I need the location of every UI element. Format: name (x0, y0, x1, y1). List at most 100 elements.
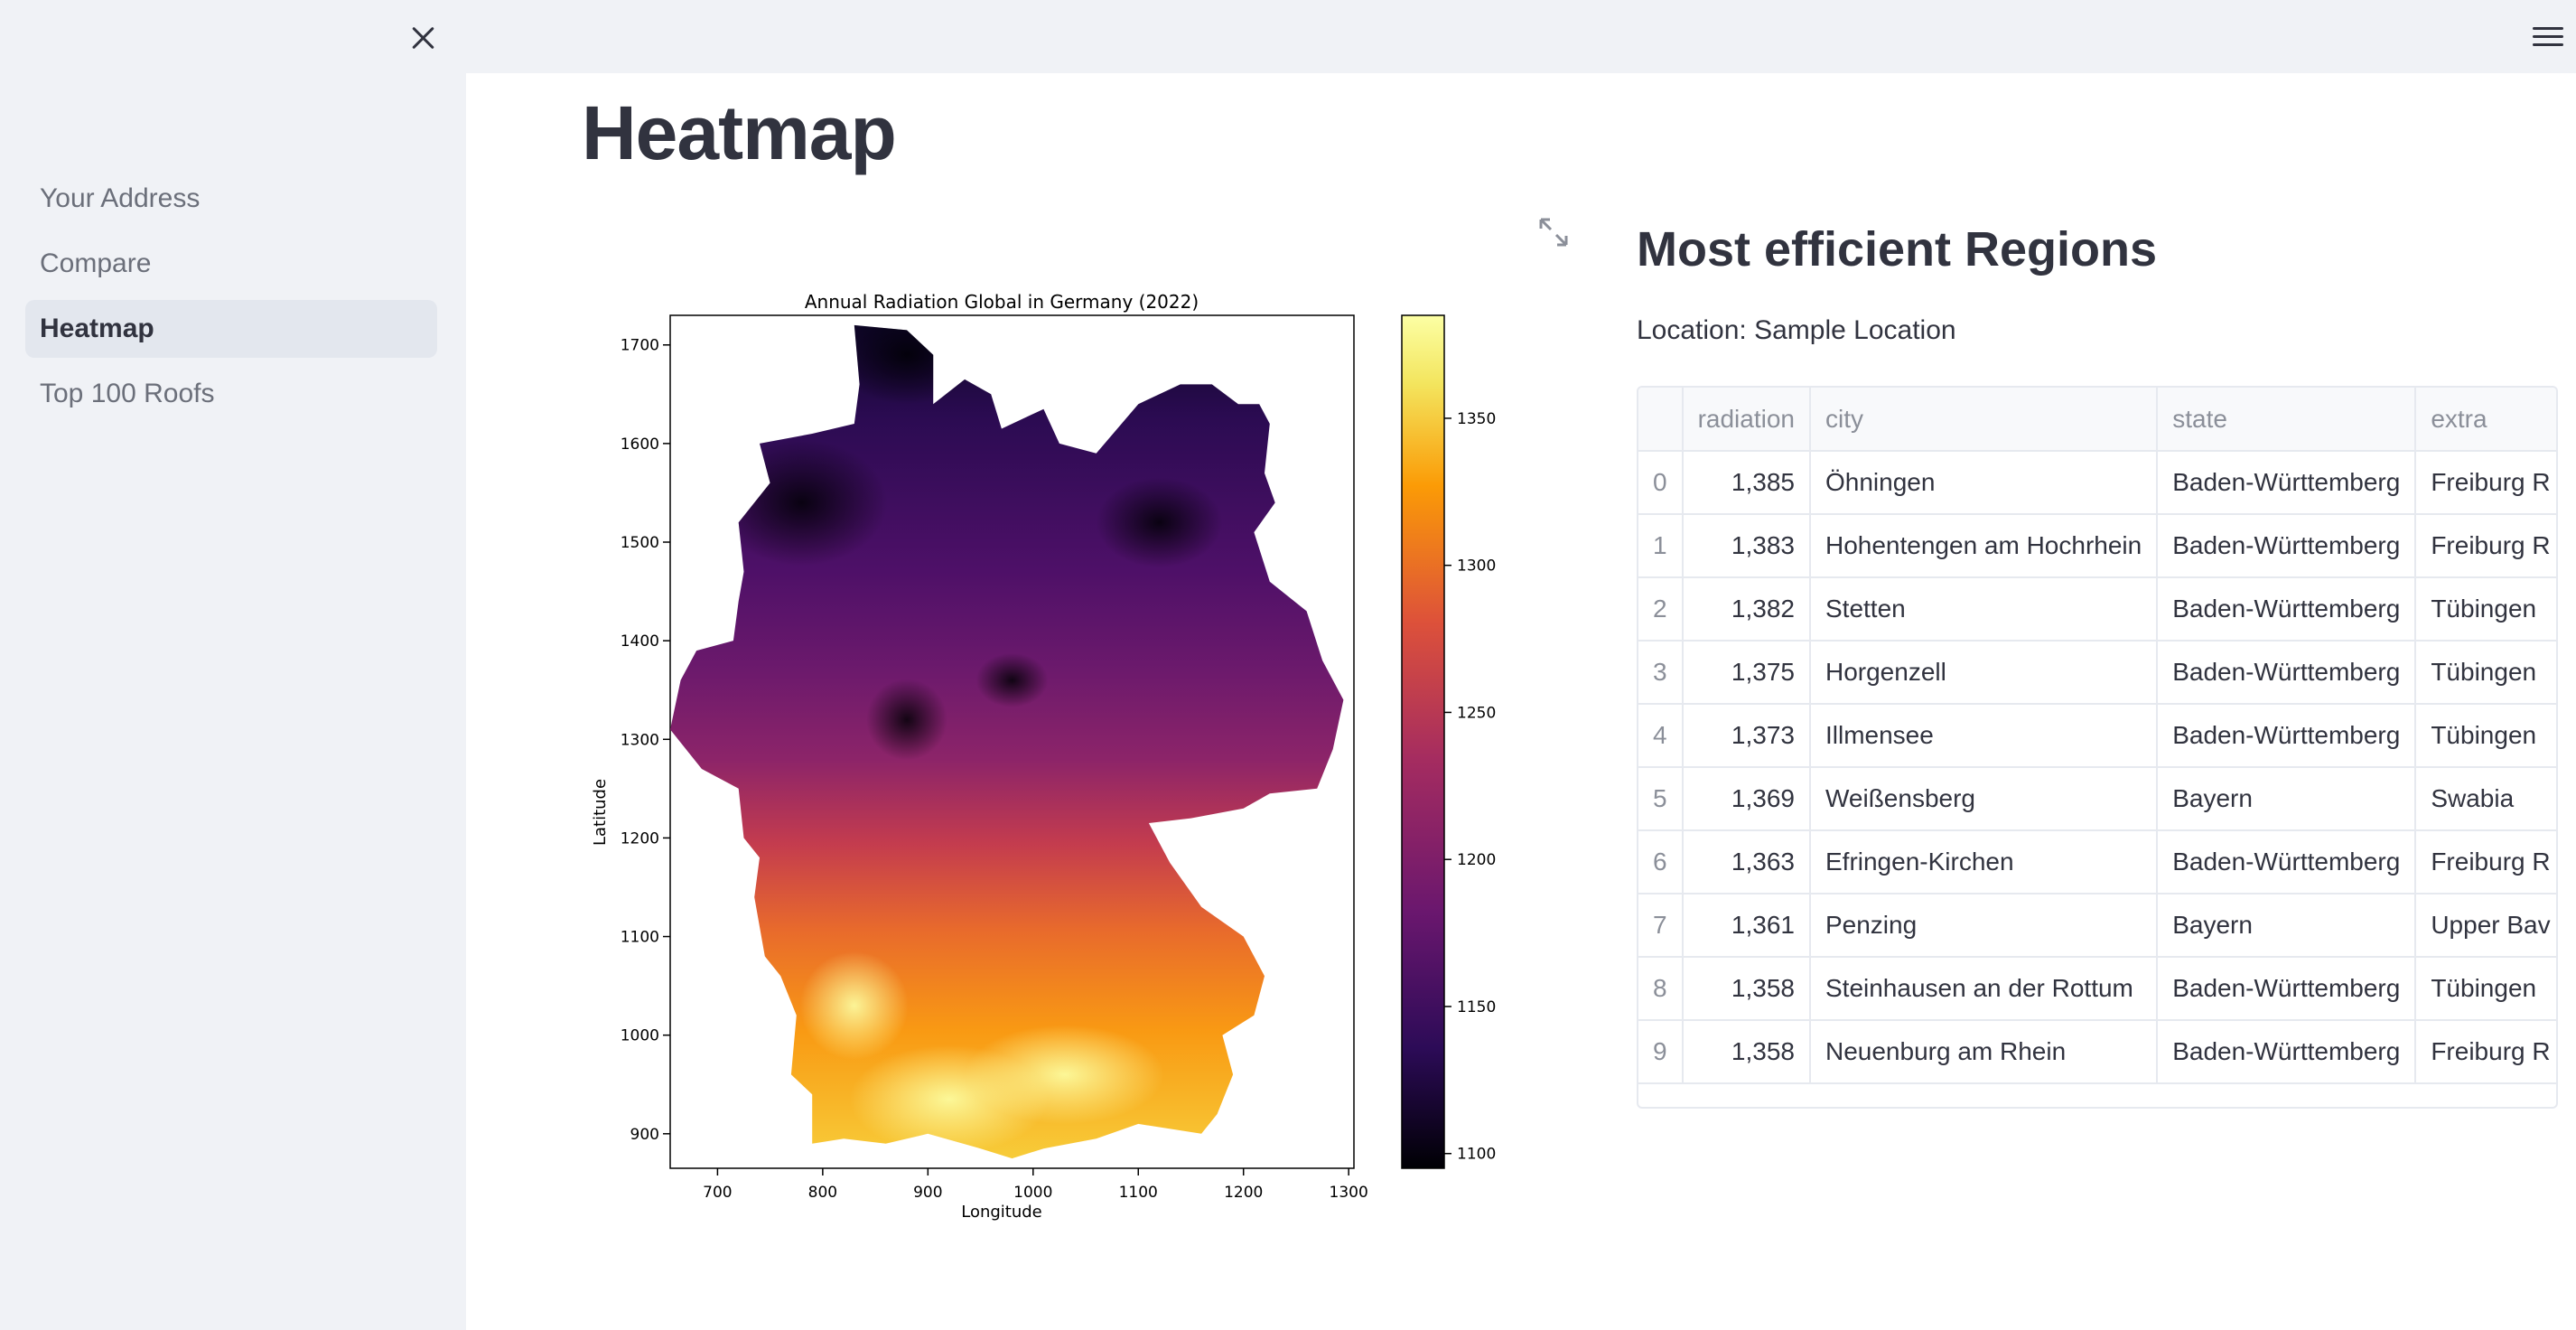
x-tick-label: 800 (808, 1184, 837, 1202)
y-tick-label: 1700 (621, 337, 659, 355)
radiation-cell[interactable]: 1,373 (1682, 704, 1811, 768)
state-cell[interactable]: Baden-Württemberg (2157, 514, 2417, 578)
state-cell[interactable]: Baden-Württemberg (2157, 641, 2417, 705)
table-row[interactable]: 5 1,369 Weißensberg Bayern Swabia (1638, 767, 2556, 831)
fullscreen-expand-icon[interactable] (1537, 216, 1570, 248)
sidebar-item-heatmap[interactable]: Heatmap (25, 300, 437, 358)
row-index[interactable]: 9 (1638, 1020, 1684, 1084)
row-index[interactable]: 8 (1638, 957, 1684, 1021)
row-index[interactable]: 2 (1638, 577, 1684, 642)
heatmap-coldspot (715, 439, 888, 567)
state-cell[interactable]: Baden-Württemberg (2157, 1020, 2417, 1084)
city-cell[interactable]: Neuenburg am Rhein (1809, 1020, 2159, 1084)
table-row[interactable]: 0 1,385 Öhningen Baden-Württemberg Freiburg … (1638, 451, 2556, 515)
state-cell[interactable]: Baden-Württemberg (2157, 704, 2417, 768)
radiation-cell[interactable]: 1,385 (1682, 451, 1811, 515)
column-header-radiation[interactable]: radiation (1682, 388, 1811, 452)
extra-cell[interactable]: Freiburg R (2415, 451, 2556, 515)
column-header-index[interactable] (1638, 388, 1684, 452)
main-content: Heatmap (466, 73, 2576, 1330)
heatmap-hotspot (799, 951, 909, 1060)
extra-cell[interactable]: Freiburg R (2415, 1020, 2556, 1084)
radiation-cell[interactable]: 1,369 (1682, 767, 1811, 831)
hamburger-menu-icon[interactable] (2533, 23, 2563, 51)
row-index[interactable]: 1 (1638, 514, 1684, 578)
city-cell[interactable]: Weißensberg (1809, 767, 2159, 831)
radiation-cell[interactable]: 1,358 (1682, 1020, 1811, 1084)
row-index[interactable]: 5 (1638, 767, 1684, 831)
row-index[interactable]: 6 (1638, 830, 1684, 894)
x-tick-label: 1000 (1013, 1184, 1052, 1202)
radiation-cell[interactable]: 1,382 (1682, 577, 1811, 642)
row-index[interactable]: 4 (1638, 704, 1684, 768)
y-tick-label: 1600 (621, 436, 659, 454)
extra-cell[interactable]: Tübingen (2415, 957, 2556, 1021)
y-tick-label: 1500 (621, 534, 659, 552)
heatmap-coldspot (975, 652, 1049, 707)
state-cell[interactable]: Baden-Württemberg (2157, 451, 2417, 515)
city-cell[interactable]: Horgenzell (1809, 641, 2159, 705)
close-sidebar-icon[interactable] (405, 20, 441, 56)
table-row[interactable]: 6 1,363 Efringen-Kirchen Baden-Württemberg F… (1638, 830, 2556, 894)
heatmap-svg: Annual Radiation Global in Germany (2022… (591, 291, 1496, 1222)
y-tick-label: 1300 (621, 731, 659, 749)
x-tick-label: 700 (703, 1184, 732, 1202)
heatmap-fill (670, 324, 1344, 1159)
colorbar-tick-label: 1350 (1457, 410, 1496, 428)
extra-cell[interactable]: Freiburg R (2415, 514, 2556, 578)
germany-map (670, 324, 1344, 1159)
city-cell[interactable]: Penzing (1809, 894, 2159, 958)
y-axis-label: Latitude (591, 779, 610, 846)
extra-cell[interactable]: Freiburg R (2415, 830, 2556, 894)
colorbar-ticks: 1100 1150 1200 1250 1300 1350 (1444, 410, 1496, 1164)
state-cell[interactable]: Baden-Württemberg (2157, 830, 2417, 894)
city-cell[interactable]: Efringen-Kirchen (1809, 830, 2159, 894)
table-row[interactable]: 7 1,361 Penzing Bayern Upper Bav (1638, 894, 2556, 958)
city-cell[interactable]: Stetten (1809, 577, 2159, 642)
state-cell[interactable]: Bayern (2157, 894, 2417, 958)
state-cell[interactable]: Baden-Württemberg (2157, 577, 2417, 642)
state-cell[interactable]: Bayern (2157, 767, 2417, 831)
x-tick-label: 1200 (1224, 1184, 1263, 1202)
table-row[interactable]: 3 1,375 Horgenzell Baden-Württemberg Tübinge… (1638, 641, 2556, 705)
row-index[interactable]: 7 (1638, 894, 1684, 958)
city-cell[interactable]: Illmensee (1809, 704, 2159, 768)
regions-table[interactable]: radiation city state extra 0 1,385 Öhninge… (1637, 386, 2558, 1109)
table-row[interactable]: 1 1,383 Hohentengen am Hochrhein Baden-Würt… (1638, 514, 2556, 578)
column-header-city[interactable]: city (1809, 388, 2159, 452)
extra-cell[interactable]: Tübingen (2415, 577, 2556, 642)
row-index[interactable]: 0 (1638, 451, 1684, 515)
radiation-cell[interactable]: 1,358 (1682, 957, 1811, 1021)
table-row[interactable]: 8 1,358 Steinhausen an der Rottum Baden-Wür… (1638, 957, 2556, 1021)
state-cell[interactable]: Baden-Württemberg (2157, 957, 2417, 1021)
colorbar-tick-label: 1100 (1457, 1146, 1496, 1164)
x-tick-label: 1100 (1119, 1184, 1158, 1202)
table-row[interactable]: 4 1,373 Illmensee Baden-Württemberg Tübingen (1638, 704, 2556, 768)
table-row[interactable]: 2 1,382 Stetten Baden-Württemberg Tübingen (1638, 577, 2556, 642)
sidebar-item-compare[interactable]: Compare (40, 248, 152, 278)
sidebar: Your Address Compare Heatmap Top 100 Roo… (0, 0, 466, 1330)
radiation-cell[interactable]: 1,383 (1682, 514, 1811, 578)
radiation-cell[interactable]: 1,363 (1682, 830, 1811, 894)
row-index[interactable]: 3 (1638, 641, 1684, 705)
city-cell[interactable]: Hohentengen am Hochrhein (1809, 514, 2159, 578)
heatmap-coldspot (1096, 477, 1223, 568)
radiation-cell[interactable]: 1,375 (1682, 641, 1811, 705)
extra-cell[interactable]: Tübingen (2415, 704, 2556, 768)
heatmap-coldspot (835, 324, 980, 405)
y-tick-label: 1000 (621, 1027, 659, 1045)
city-cell[interactable]: Steinhausen an der Rottum (1809, 957, 2159, 1021)
colorbar (1401, 314, 1445, 1169)
x-tick-label: 1300 (1330, 1184, 1368, 1202)
column-header-state[interactable]: state (2157, 388, 2417, 452)
table-row[interactable]: 9 1,358 Neuenburg am Rhein Baden-Württember… (1638, 1020, 2556, 1084)
sidebar-item-your-address[interactable]: Your Address (40, 183, 201, 213)
extra-cell[interactable]: Upper Bav (2415, 894, 2556, 958)
sidebar-item-top-100-roofs[interactable]: Top 100 Roofs (40, 379, 215, 408)
section-title: Most efficient Regions (1637, 222, 2158, 276)
extra-cell[interactable]: Swabia (2415, 767, 2556, 831)
column-header-extra[interactable]: extra (2415, 388, 2556, 452)
city-cell[interactable]: Öhningen (1809, 451, 2159, 515)
extra-cell[interactable]: Tübingen (2415, 641, 2556, 705)
radiation-cell[interactable]: 1,361 (1682, 894, 1811, 958)
